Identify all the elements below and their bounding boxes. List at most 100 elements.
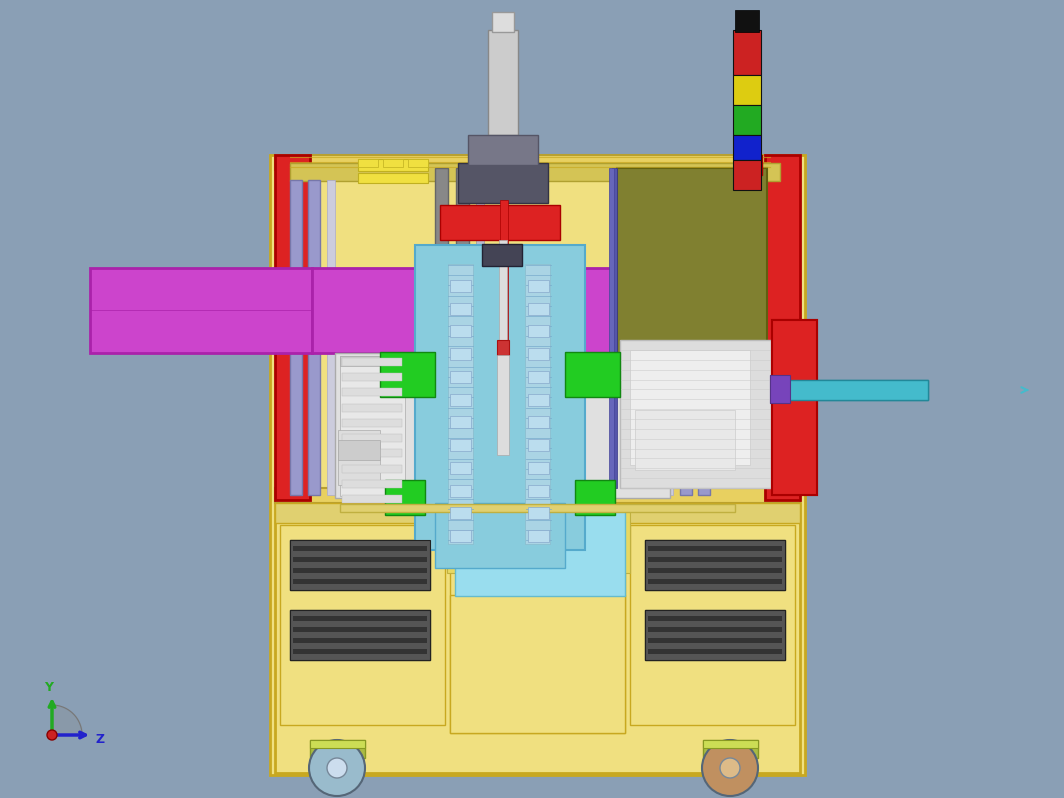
Bar — [645, 540, 785, 590]
Bar — [575, 480, 615, 515]
Bar — [617, 168, 767, 378]
Bar — [609, 168, 614, 488]
Bar — [415, 245, 585, 550]
Bar — [770, 375, 789, 403]
Bar — [635, 410, 735, 470]
Bar — [450, 530, 471, 542]
Bar — [500, 200, 508, 350]
Bar — [342, 480, 402, 488]
Bar — [772, 320, 817, 495]
Bar — [310, 740, 365, 758]
Bar — [455, 506, 625, 596]
Bar — [630, 350, 750, 465]
Bar — [450, 348, 471, 360]
Bar — [450, 508, 471, 519]
Bar — [383, 159, 403, 167]
Bar — [435, 503, 565, 568]
Bar — [733, 75, 761, 105]
Bar — [450, 462, 471, 474]
Bar — [648, 546, 782, 551]
Circle shape — [327, 758, 347, 778]
Bar — [340, 356, 405, 366]
Bar — [528, 371, 549, 383]
Bar — [772, 320, 817, 495]
Bar — [645, 610, 785, 660]
Bar — [565, 352, 620, 397]
Bar — [703, 740, 758, 758]
Bar — [468, 135, 538, 165]
Circle shape — [309, 740, 365, 796]
Bar — [450, 302, 471, 314]
Bar — [358, 159, 428, 171]
Bar — [528, 326, 549, 338]
Bar — [499, 240, 508, 340]
Bar — [698, 180, 710, 495]
Bar — [338, 430, 380, 485]
Bar — [458, 163, 548, 203]
Bar — [342, 449, 402, 457]
Bar — [612, 168, 617, 488]
Bar — [528, 348, 549, 360]
Bar — [275, 155, 800, 170]
Bar — [293, 579, 427, 584]
Bar — [735, 10, 759, 32]
Bar — [275, 503, 800, 523]
Bar — [327, 180, 335, 495]
Bar — [456, 168, 469, 313]
Bar — [270, 155, 805, 775]
Bar — [450, 595, 625, 733]
Bar — [335, 353, 670, 498]
Bar — [733, 160, 761, 190]
Bar — [293, 650, 427, 654]
Bar — [648, 627, 782, 632]
Bar — [648, 650, 782, 654]
Bar — [733, 105, 761, 135]
Bar — [528, 393, 549, 405]
Bar — [293, 638, 427, 642]
Bar — [620, 506, 630, 573]
Bar — [340, 356, 405, 496]
Bar — [340, 504, 735, 512]
Bar — [275, 503, 800, 773]
Bar — [648, 638, 782, 642]
Bar — [342, 373, 402, 381]
Bar — [290, 610, 430, 660]
Circle shape — [720, 758, 739, 778]
Bar — [450, 280, 471, 292]
Bar — [293, 546, 427, 551]
Bar — [528, 417, 549, 429]
Bar — [290, 540, 430, 590]
Bar — [275, 488, 800, 503]
Bar — [482, 244, 522, 266]
Bar — [528, 280, 549, 292]
Bar — [293, 568, 427, 573]
Bar — [275, 155, 310, 500]
Bar — [342, 419, 402, 427]
Bar — [450, 417, 471, 429]
Bar — [450, 371, 471, 383]
Bar — [703, 740, 758, 748]
Bar — [778, 380, 928, 400]
Bar — [342, 434, 402, 442]
Bar — [648, 579, 782, 584]
Bar — [742, 155, 762, 175]
Bar — [665, 180, 674, 495]
Bar — [290, 540, 430, 590]
Bar — [342, 404, 402, 412]
Circle shape — [47, 730, 57, 740]
Bar — [648, 557, 782, 562]
Bar — [342, 358, 402, 366]
Bar — [380, 352, 435, 397]
Bar — [290, 610, 430, 660]
Bar — [528, 530, 549, 542]
Bar — [342, 495, 402, 503]
Bar — [447, 506, 458, 573]
Bar — [385, 480, 425, 515]
Bar — [630, 525, 795, 725]
Circle shape — [702, 740, 758, 796]
Bar — [450, 484, 471, 496]
Bar — [450, 326, 471, 338]
Bar — [307, 180, 320, 495]
Text: Y: Y — [44, 681, 53, 694]
Bar — [342, 464, 402, 472]
